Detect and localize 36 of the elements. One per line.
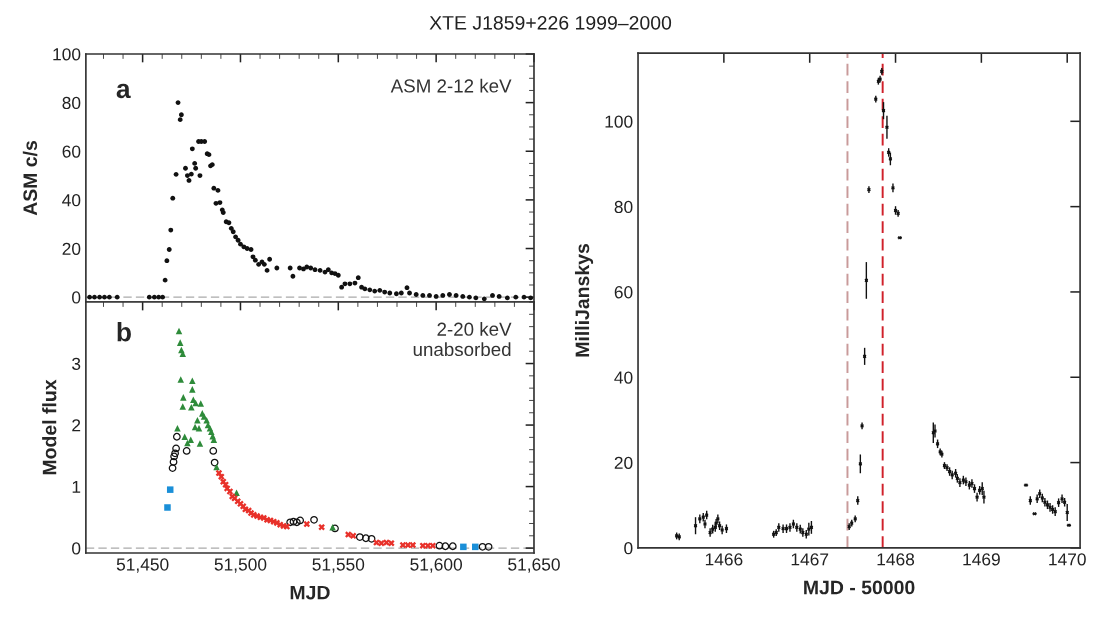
x-tick-label: 1467: [791, 553, 829, 566]
y-tick-label: 40: [614, 371, 633, 384]
x-tick-label: 1469: [963, 553, 1000, 566]
y-tick-label: 1: [72, 480, 81, 493]
x-tick-label: 51,650: [508, 558, 560, 573]
y-tick-label: 80: [62, 96, 81, 110]
y-tick-label: 40: [62, 194, 81, 207]
annotation: 2-20 keV unabsorbed: [413, 322, 512, 357]
y-tick-label: 0: [72, 291, 81, 304]
chart-title: XTE J1859+226 1999–2000: [429, 15, 672, 30]
x-tick-label: 51,600: [410, 558, 463, 573]
y-tick-label: 100: [605, 115, 633, 128]
y-tick-label: 100: [53, 48, 81, 61]
y-tick-label: 80: [614, 200, 633, 214]
y-tick-label: 60: [62, 145, 81, 158]
y-axis-title: Model flux: [42, 379, 57, 475]
x-tick-label: 51,550: [312, 558, 365, 573]
y-tick-label: 0: [72, 542, 81, 555]
x-axis-title: MJD - 50000: [804, 580, 915, 595]
y-tick-label: 2: [72, 419, 81, 432]
y-tick-label: 60: [614, 286, 633, 299]
x-tick-label: 1466: [705, 553, 743, 566]
x-axis-title: MJD: [290, 585, 330, 600]
y-tick-label: 3: [72, 357, 81, 370]
x-tick-label: 1470: [1049, 553, 1086, 566]
x-tick-label: 51,450: [116, 558, 169, 573]
x-tick-label: 1468: [877, 553, 915, 566]
annotation: ASM 2-12 keV: [390, 78, 512, 93]
x-tick-label: 51,500: [214, 558, 267, 573]
y-tick-label: 20: [62, 242, 81, 255]
annotation: b: [117, 322, 131, 342]
y-axis-title: MilliJanskys: [574, 243, 594, 357]
annotation: a: [116, 83, 131, 99]
y-tick-label: 20: [614, 456, 633, 470]
y-tick-label: 0: [624, 542, 633, 555]
y-axis-title: ASM c/s: [22, 140, 38, 216]
